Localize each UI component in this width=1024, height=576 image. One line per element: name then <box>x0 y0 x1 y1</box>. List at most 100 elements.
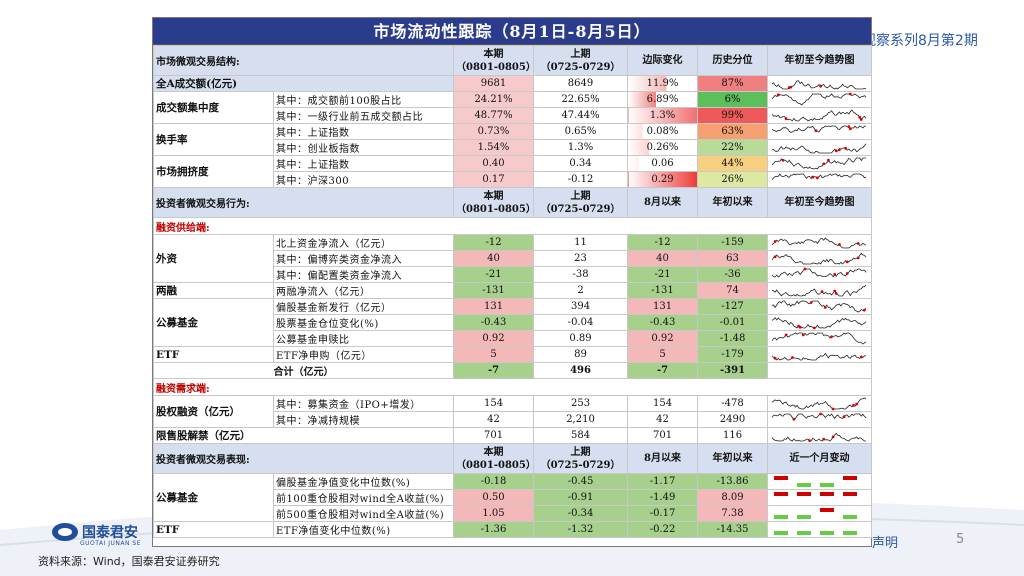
trend-sparkline <box>771 352 867 361</box>
company-logo: 国泰君安 <box>52 522 138 542</box>
logo-subtitle: GUOTAI JUNAN SE <box>80 540 141 547</box>
value-ytd: -36 <box>697 266 769 283</box>
value-now: 48.77% <box>453 107 535 124</box>
value-change: 11.9% <box>627 75 699 92</box>
value-since: 42 <box>627 411 699 428</box>
value-ytd: -1.48 <box>697 330 769 347</box>
value-prev: -0.12 <box>533 171 629 188</box>
metric-row: 全A成交额(亿元) 9681 8649 11.9% 87% <box>152 75 873 92</box>
section-header-row: 投资者微观交易表现: 本期 （0801-0805） 上期 （0725-0729） 8月以来… <box>152 443 873 474</box>
trend-cell <box>767 91 873 108</box>
metric-name: 其中：沪深300 <box>272 171 455 188</box>
performance-name: 前500重仓股相对wind全A收益(%) <box>272 505 455 522</box>
performance-name: 前100重仓股相对wind全A收益(%) <box>272 489 455 506</box>
value-prev: 0.65% <box>533 123 629 140</box>
source-note: 资料来源：Wind，国泰君安证券研究 <box>38 555 220 568</box>
value-ytd: 116 <box>697 427 769 444</box>
total-now: -7 <box>453 362 535 379</box>
value-prev: 47.44% <box>533 107 629 124</box>
trend-sparkline <box>771 125 867 133</box>
flow-name: 北上资金净流入（亿元） <box>272 234 455 251</box>
col-header-ytd: 年初以来 <box>697 443 769 474</box>
trend-cell <box>767 234 873 251</box>
metric-group: 市场拥挤度 <box>153 155 274 188</box>
header-line: （0725-0729） <box>540 61 621 73</box>
performance-row: 公募基金 偏股基金净值变化中位数(%) -0.18 -0.45 -1.17 -13.86 <box>153 473 873 522</box>
trend-sparkline <box>771 267 867 278</box>
metric-group: 成交额集中度 <box>153 91 274 124</box>
metric-group: 全A成交额(亿元) <box>152 75 455 92</box>
value-ytd: -159 <box>697 234 769 251</box>
value-now: -131 <box>453 282 535 299</box>
value-now: -12 <box>453 234 535 251</box>
disclaimer-link[interactable]: 声明 <box>872 536 899 551</box>
value-prev: -1.32 <box>533 521 629 538</box>
trend-sparkline <box>771 143 867 154</box>
header-line: 上期 <box>570 190 591 202</box>
metric-group: 换手率 <box>153 123 274 156</box>
value-now: 701 <box>453 427 535 444</box>
trend-sparkline <box>771 252 867 265</box>
col-header-month: 近一个月变动 <box>767 443 873 474</box>
trend-cell <box>767 395 873 412</box>
value-prev: 253 <box>533 395 629 412</box>
flow-row: 其中：偏配置类资金净流入 -21 -38 -21 -36 <box>154 266 873 283</box>
col-header-now: 本期 （0801-0805） <box>453 45 535 76</box>
performance-name: 偏股基金净值变化中位数(%) <box>272 473 455 490</box>
flow-group: 公募基金 <box>153 298 274 347</box>
col-header-prev: 上期 （0725-0729） <box>533 45 629 76</box>
col-header-now: 本期 （0801-0805） <box>453 187 535 218</box>
trend-sparkline <box>771 432 867 442</box>
value-now: 1.54% <box>453 139 535 156</box>
metric-name: 其中：上证指数 <box>272 155 455 172</box>
value-ytd: 7.38 <box>697 505 769 522</box>
header-line: 上期 <box>570 48 591 60</box>
flow-name: 其中：偏配置类资金净流入 <box>272 266 455 283</box>
value-now: 40 <box>453 250 535 267</box>
month-change-bars <box>767 473 873 490</box>
value-prev: 2,210 <box>533 411 629 428</box>
col-header-now: 本期 （0801-0805） <box>453 443 535 474</box>
value-ytd: 63 <box>697 250 769 267</box>
trend-sparkline <box>771 237 867 249</box>
value-percentile: 99% <box>697 107 769 124</box>
value-ytd: 74 <box>697 282 769 299</box>
value-since: 154 <box>627 395 699 412</box>
value-since: 131 <box>627 298 699 315</box>
trend-cell <box>767 75 873 92</box>
series-caption: 观察系列8月第2期 <box>862 33 978 49</box>
value-ytd: 2490 <box>697 411 769 428</box>
demand-name: 其中：募集资金（IPO+增发） <box>272 395 455 412</box>
col-header-trend: 年初至今趋势图 <box>767 187 873 218</box>
trend-cell <box>767 123 873 140</box>
performance-row: 前500重仓股相对wind全A收益(%) 1.05 -0.34 -0.17 7.38 <box>154 505 873 522</box>
value-since: 701 <box>627 427 699 444</box>
logo-text: 国泰君安 <box>82 525 138 541</box>
total-prev: 496 <box>533 362 629 379</box>
value-now: 131 <box>453 298 535 315</box>
trend-cell <box>767 427 873 444</box>
flow-row: 公募基金 偏股基金新发行（亿元） 131 394 131 -127 <box>153 298 873 347</box>
value-prev: 8649 <box>533 75 629 92</box>
value-prev: -0.45 <box>533 473 629 490</box>
value-now: -21 <box>453 266 535 283</box>
value-ytd: -13.86 <box>697 473 769 490</box>
metric-row: 换手率 其中：上证指数 0.73% 0.65% 0.08% 63% <box>153 123 873 156</box>
total-ytd: -391 <box>697 362 769 379</box>
value-change: 0.26% <box>627 139 699 156</box>
month-change-bars <box>767 521 873 538</box>
performance-name: ETF净值变化中位数(%) <box>272 521 455 538</box>
col-header-since: 8月以来 <box>627 187 699 218</box>
header-line: （0725-0729） <box>540 203 621 215</box>
value-prev: 2 <box>533 282 629 299</box>
value-prev: 584 <box>533 427 629 444</box>
value-ytd: -127 <box>697 298 769 315</box>
performance-row: ETF ETF净值变化中位数(%) -1.36 -1.32 -0.22 -14.35 <box>153 521 873 538</box>
trend-cell <box>767 171 873 188</box>
value-percentile: 87% <box>697 75 769 92</box>
value-now: 154 <box>453 395 535 412</box>
value-now: 0.92 <box>453 330 535 347</box>
value-change: 0.29 <box>627 171 699 188</box>
value-now: 0.40 <box>453 155 535 172</box>
value-change: 1.3% <box>627 107 699 124</box>
